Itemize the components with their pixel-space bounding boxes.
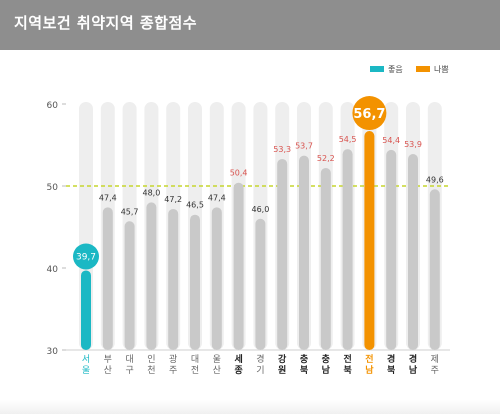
category-label: 충: [300, 353, 308, 365]
category-label: 경: [256, 353, 264, 365]
category-label: 천: [147, 365, 155, 376]
data-label: 53,9: [404, 140, 422, 149]
y-tick-label: 60: [47, 101, 59, 111]
category-label: 종: [234, 365, 242, 376]
category-label: 원: [278, 364, 286, 376]
bar: [429, 189, 440, 350]
data-label: 54,5: [339, 135, 357, 144]
category-label: 강: [278, 353, 287, 365]
category-label: 전: [191, 365, 199, 376]
bar: [255, 218, 266, 350]
legend-label: 나쁨: [434, 65, 449, 74]
data-label: 53,7: [295, 142, 313, 151]
data-label: 47,2: [164, 195, 182, 204]
bar: [168, 208, 179, 350]
data-label: 45,7: [121, 207, 139, 216]
category-label: 주: [431, 365, 439, 376]
category-label: 인: [147, 354, 155, 365]
legend-swatch: [370, 66, 384, 72]
category-label: 남: [409, 364, 418, 376]
data-label: 56,7: [353, 107, 385, 122]
bar: [320, 167, 331, 350]
category-label: 남: [322, 364, 331, 376]
category-label: 울: [82, 365, 90, 376]
bar: [277, 158, 288, 350]
data-label: 46,0: [251, 205, 269, 214]
category-label: 전: [365, 353, 373, 365]
bar: [124, 221, 135, 350]
data-label: 46,5: [186, 201, 204, 210]
bar: [364, 131, 375, 350]
category-label: 북: [343, 365, 351, 376]
data-label: 52,2: [317, 154, 335, 163]
bar: [190, 214, 200, 350]
category-label: 광: [169, 353, 177, 365]
bar: [146, 202, 157, 350]
category-label: 제: [431, 354, 439, 365]
category-label: 서: [82, 354, 90, 365]
category-label: 구: [125, 365, 133, 376]
data-label: 39,7: [76, 252, 96, 262]
bar: [299, 155, 309, 350]
category-label: 울: [213, 354, 221, 365]
bar: [81, 270, 91, 350]
legend-swatch: [416, 66, 430, 72]
y-tick-label: 30: [47, 347, 59, 357]
title-bar: 지역보건 취약지역 종합점수: [0, 0, 500, 50]
data-label: 53,3: [273, 145, 291, 154]
category-label: 경: [387, 353, 395, 365]
category-label: 북: [300, 365, 308, 376]
category-label: 북: [387, 365, 395, 376]
bar: [408, 154, 418, 350]
data-label: 48,0: [142, 188, 160, 197]
bar: [233, 182, 244, 350]
category-label: 대: [191, 354, 199, 365]
category-label: 대: [125, 354, 133, 365]
category-label: 산: [104, 365, 112, 376]
category-label: 기: [256, 365, 264, 376]
bar: [342, 149, 353, 350]
bar: [102, 207, 113, 350]
data-label: 47,4: [208, 193, 226, 202]
data-label: 54,4: [382, 136, 400, 145]
legend-label: 좋음: [388, 65, 403, 74]
page-title: 지역보건 취약지역 종합점수: [14, 14, 198, 32]
category-label: 산: [213, 365, 221, 376]
category-label: 충: [322, 353, 330, 365]
category-label: 남: [365, 364, 374, 376]
category-label: 경: [409, 353, 417, 365]
category-label: 주: [169, 365, 177, 376]
data-label: 47,4: [99, 193, 117, 202]
bar: [386, 149, 397, 350]
data-label: 50,4: [230, 169, 248, 178]
y-tick-label: 40: [47, 265, 59, 275]
page-footer-fade: [0, 400, 500, 414]
y-tick-label: 50: [47, 183, 59, 193]
bar-chart: 3040506039,7서울47,4부산45,7대구48,0인천47,2광주46…: [47, 65, 450, 376]
category-label: 세: [234, 353, 242, 365]
category-label: 전: [343, 353, 351, 365]
highlight-circle-good: [73, 243, 99, 270]
data-label: 49,6: [426, 175, 444, 184]
bar: [211, 207, 222, 350]
highlight-circle-bad: [352, 96, 387, 131]
category-label: 부: [104, 354, 112, 365]
